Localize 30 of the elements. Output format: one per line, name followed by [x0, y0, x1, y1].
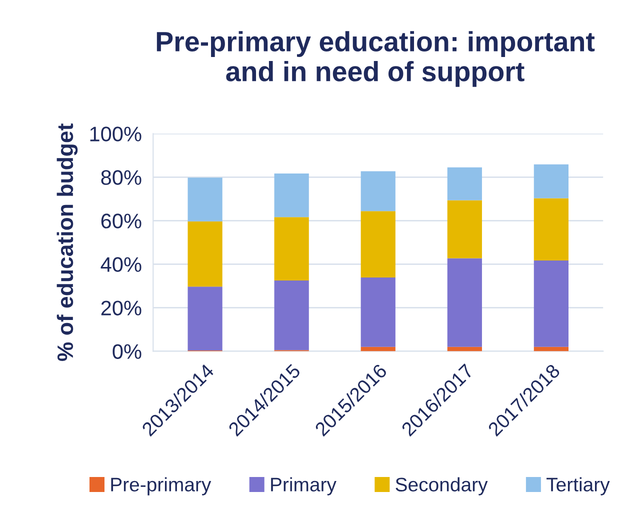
bar: [534, 346, 569, 352]
bar: [274, 280, 309, 350]
bar: [534, 198, 569, 260]
legend-label: Tertiary: [546, 477, 610, 496]
y-tick-label: 60%: [101, 214, 142, 228]
bar: [447, 200, 482, 258]
y-tick-label: 100%: [90, 126, 142, 142]
bar: [188, 286, 222, 351]
legend-label: Primary: [271, 477, 336, 496]
y-tick-label: 40%: [100, 257, 142, 272]
bar: [274, 173, 309, 218]
bar: [447, 167, 482, 200]
y-axis-title: % of education budget: [56, 124, 78, 361]
bar: [534, 164, 569, 198]
y-tick-label: 20%: [101, 300, 142, 316]
legend-label: Secondary: [396, 477, 488, 496]
y-tick-label: 0%: [112, 344, 142, 359]
bar: [360, 171, 396, 212]
bar: [274, 217, 309, 280]
bar: [447, 258, 482, 347]
bar: [360, 211, 396, 278]
chart-title: Pre-primary education: important and in need of support: [156, 31, 595, 87]
bar: [360, 277, 396, 347]
y-tick-label: 80%: [101, 170, 142, 185]
bar: [188, 178, 222, 222]
legend-label: Pre-primary: [111, 477, 212, 496]
bar: [534, 260, 569, 347]
bar: [188, 221, 222, 287]
bar: [447, 346, 482, 352]
bar: [360, 346, 396, 352]
